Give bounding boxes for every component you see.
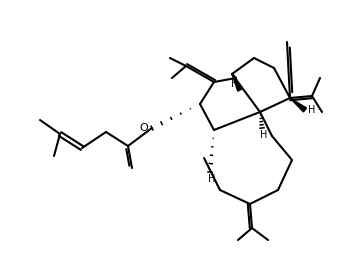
Text: H: H	[260, 130, 268, 140]
Polygon shape	[232, 74, 242, 91]
Text: H: H	[308, 105, 315, 115]
Polygon shape	[290, 98, 306, 112]
Text: H: H	[208, 174, 216, 184]
Text: O: O	[139, 123, 148, 133]
Text: H: H	[231, 79, 238, 89]
